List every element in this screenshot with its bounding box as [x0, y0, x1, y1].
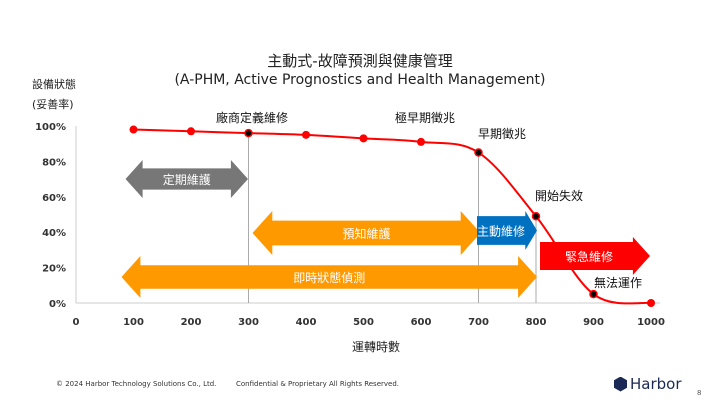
- data-point: [244, 128, 253, 138]
- span-label: 定期維護: [163, 172, 211, 187]
- data-point: [302, 130, 310, 139]
- span-arrow: [121, 256, 537, 298]
- brand-name: Harbor: [630, 375, 682, 393]
- annotation-label: 廠商定義維修: [216, 110, 288, 125]
- y-tick-label: 20%: [42, 264, 66, 275]
- x-tick-label: 1000: [637, 317, 665, 328]
- y-tick-label: 0%: [49, 299, 66, 310]
- span-label: 緊急維修: [565, 249, 613, 264]
- x-tick-label: 900: [583, 317, 604, 328]
- x-tick-label: 400: [296, 317, 317, 328]
- y-tick-label: 40%: [42, 228, 66, 239]
- y-tick-label: 100%: [35, 122, 66, 133]
- x-tick-label: 600: [411, 317, 432, 328]
- span-label: 即時狀態偵測: [293, 270, 365, 285]
- span-label: 預知維護: [342, 226, 390, 241]
- x-tick-label: 800: [526, 317, 547, 328]
- data-point: [531, 212, 541, 221]
- annotation-label: 開始失效: [535, 188, 583, 203]
- span-arrow: [125, 160, 248, 198]
- logo-icon: [614, 376, 627, 392]
- x-tick-label: 300: [238, 317, 259, 328]
- annotation-label: 早期徵兆: [478, 126, 526, 141]
- x-axis-label: 運轉時數: [352, 340, 401, 354]
- x-tick-label: 0: [73, 317, 80, 328]
- data-point: [129, 125, 138, 134]
- y-axis-label-unit: (妥善率): [32, 98, 74, 111]
- y-axis-label: 設備狀態: [32, 78, 76, 91]
- footer-copyright: © 2024 Harbor Technology Solutions Co., …: [56, 380, 217, 388]
- chart-title: 主動式-故障預測與健康管理: [267, 52, 453, 70]
- footer-confidential: Confidential & Proprietary All Rights Re…: [236, 380, 400, 388]
- span-arrow: [477, 211, 537, 250]
- y-tick-label: 80%: [42, 157, 66, 168]
- x-tick-label: 700: [468, 317, 489, 328]
- x-tick-label: 100: [123, 317, 144, 328]
- series-line: [133, 128, 652, 305]
- page-number: 8: [697, 389, 702, 397]
- data-point: [589, 289, 598, 299]
- span-label: 主動維修: [477, 224, 525, 239]
- x-tick-label: 200: [181, 317, 202, 328]
- chart-subtitle: (A-PHM, Active Prognostics and Health Ma…: [174, 72, 546, 88]
- annotation-label: 無法運作: [594, 275, 642, 290]
- data-point: [359, 134, 368, 143]
- data-point: [474, 148, 483, 157]
- brand-logo: Harbor: [614, 375, 682, 393]
- annotation-label: 極早期徵兆: [395, 110, 455, 125]
- data-point: [417, 137, 425, 146]
- data-point: [187, 127, 195, 136]
- span-arrow: [252, 211, 481, 255]
- y-tick-label: 60%: [42, 193, 66, 204]
- span-arrow: [540, 237, 650, 275]
- data-point: [647, 299, 655, 307]
- x-tick-label: 500: [353, 317, 374, 328]
